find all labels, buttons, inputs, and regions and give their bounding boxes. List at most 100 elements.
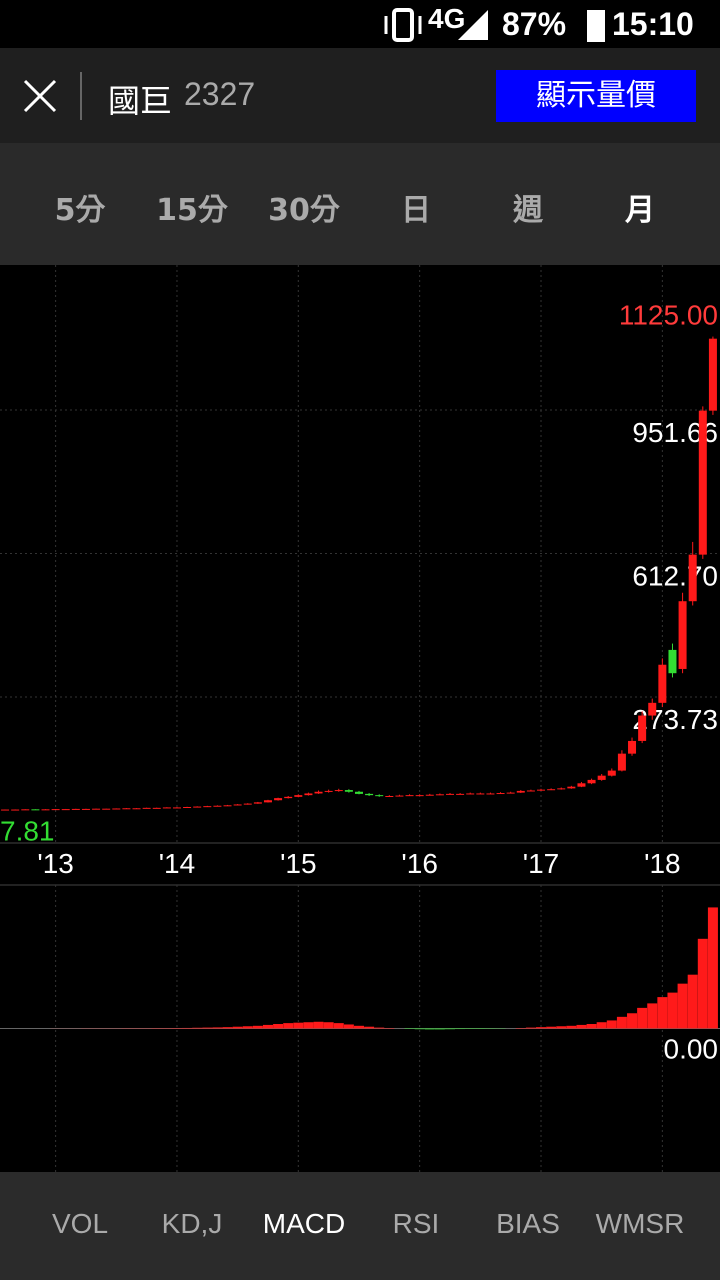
period-tab[interactable]: 15分 (156, 193, 228, 228)
stock-code: 2327 (184, 76, 256, 112)
signal-icon: 4G (428, 6, 488, 40)
candle-body (688, 554, 697, 602)
macd-bar (586, 1024, 597, 1029)
battery-text: 87% (502, 6, 567, 42)
candle-body (324, 790, 333, 792)
macd-bar (313, 1021, 324, 1029)
candle-body (21, 809, 30, 811)
macd-bar (657, 997, 668, 1029)
candle-body (446, 793, 454, 795)
macd-bar (242, 1026, 253, 1029)
stock-name: 國巨 (108, 82, 173, 120)
candle-body (11, 809, 20, 811)
candle-body (51, 809, 60, 811)
candle-body (577, 783, 586, 787)
indicator-tab[interactable]: KD,J (161, 1208, 223, 1239)
macd-bar (687, 974, 698, 1029)
macd-bar (192, 1027, 203, 1029)
header: 國巨 2327 顯示量價 (0, 48, 720, 143)
candle-body (395, 795, 404, 797)
candle-body (537, 789, 546, 791)
macd-bar (252, 1025, 263, 1029)
macd-bar (374, 1027, 385, 1029)
candle-body (334, 790, 343, 792)
macd-bar (566, 1025, 577, 1029)
macd-bar (556, 1026, 567, 1029)
period-tab[interactable]: 週 (513, 193, 543, 228)
candle-body (304, 793, 313, 796)
indicator-tab[interactable]: MACD (262, 1208, 346, 1239)
period-tab[interactable]: 5分 (54, 193, 106, 228)
candle-body (92, 808, 101, 810)
indicator-tab[interactable]: WMSR (595, 1208, 685, 1239)
candle-body (466, 793, 475, 795)
close-button[interactable] (22, 78, 62, 118)
candle-body (112, 808, 121, 810)
time: 15:10 (612, 6, 694, 42)
candle-body (628, 740, 637, 754)
candle-body (496, 793, 505, 795)
macd-bar (606, 1020, 617, 1029)
x-tick-label: '15 (280, 848, 317, 879)
candle-body (668, 649, 677, 674)
macd-bar (232, 1026, 243, 1029)
candle-body (61, 809, 70, 811)
macd-bar (414, 1028, 425, 1030)
period-tab[interactable]: 30分 (268, 193, 340, 228)
macd-bar (616, 1016, 627, 1029)
divider (80, 72, 82, 120)
x-tick-label: '14 (159, 848, 196, 879)
indicator-tab[interactable]: VOL (51, 1208, 109, 1239)
macd-bar (273, 1024, 284, 1029)
x-tick-label: '16 (401, 848, 438, 879)
macd-bar (434, 1028, 445, 1030)
indicator-tab[interactable]: BIAS (496, 1208, 560, 1239)
macd-bar (202, 1027, 213, 1029)
candle-body (385, 795, 394, 797)
x-tick-label: '13 (37, 848, 74, 879)
candle-body (405, 795, 414, 797)
candle-body (354, 791, 363, 794)
macd-bar (293, 1022, 304, 1029)
candle-body (81, 808, 90, 810)
candle-body (274, 798, 283, 801)
candle-body (142, 807, 151, 809)
candle-body (213, 805, 222, 807)
macd-bar (525, 1027, 536, 1029)
candle-body (183, 807, 192, 809)
period-tab[interactable]: 月 (625, 193, 655, 228)
candle-body (708, 338, 717, 411)
candle-body (223, 805, 232, 807)
candle-body (486, 793, 495, 795)
candle-body (71, 808, 80, 810)
macd-bar (697, 938, 708, 1029)
candle-body (607, 770, 616, 776)
macd-bar (546, 1026, 557, 1029)
period-tab[interactable]: 日 (401, 193, 431, 228)
macd-bar (182, 1027, 193, 1029)
status-bar: 4G 87% 15:10 (0, 0, 720, 48)
vibrate-icon (384, 8, 422, 42)
macd-bar (323, 1022, 334, 1029)
candle-body (1, 809, 10, 811)
macd-tick-label: 0.00 (664, 1034, 719, 1065)
macd-bar (647, 1003, 658, 1029)
candle-body (344, 790, 353, 792)
macd-bar (283, 1023, 294, 1029)
show-volume-button[interactable]: 顯示量價 (496, 70, 696, 122)
macd-bar (364, 1026, 375, 1029)
max-price-label: 1125.00 (619, 300, 718, 331)
candle-body (284, 796, 293, 799)
candle-body (506, 792, 515, 794)
candle-body (172, 807, 181, 809)
candle-body (253, 802, 262, 804)
macd-bar (637, 1007, 648, 1029)
macd-bar (596, 1022, 607, 1029)
macd-bar (212, 1027, 223, 1029)
indicator-tab[interactable]: RSI (392, 1208, 440, 1239)
indicator-tabs: VOL KD,J MACD RSI BIAS WMSR (0, 1172, 720, 1280)
macd-bar (424, 1028, 435, 1030)
candle-body (597, 775, 606, 780)
candle-body (658, 664, 667, 703)
